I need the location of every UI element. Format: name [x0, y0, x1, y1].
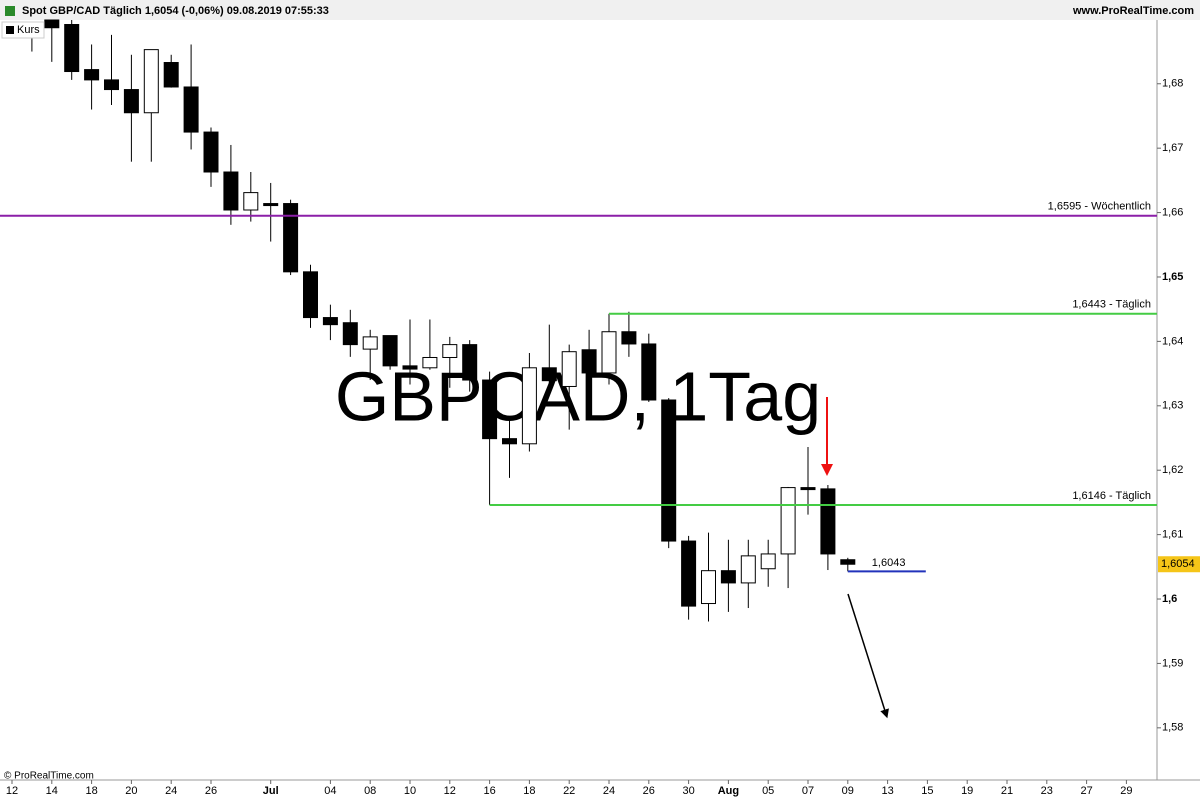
- candle-body: [283, 203, 299, 273]
- candle-body: [840, 559, 856, 565]
- candle-body: [541, 367, 557, 382]
- annotation-arrow: [847, 593, 889, 719]
- candle-body: [64, 24, 80, 73]
- candle-body: [621, 331, 637, 345]
- x-tick-label: 07: [802, 785, 814, 797]
- x-tick-label: Jul: [263, 785, 279, 797]
- candle-body: [561, 351, 577, 387]
- x-tick-label: 08: [364, 785, 376, 797]
- x-tick-label: 24: [603, 785, 615, 797]
- candle-body: [681, 540, 697, 607]
- y-tick-label: 1,59: [1162, 657, 1183, 669]
- y-tick-label: 1,68: [1162, 78, 1183, 90]
- candle-body: [820, 488, 836, 555]
- candle-body: [362, 336, 378, 350]
- x-tick-label: 21: [1001, 785, 1013, 797]
- candle-body: [601, 331, 617, 374]
- candle-body: [701, 570, 716, 605]
- x-tick-label: Aug: [718, 785, 739, 797]
- candle-body: [780, 487, 796, 555]
- level-label: 1,6146 - Täglich: [1072, 490, 1151, 502]
- candle-body: [760, 553, 776, 570]
- candle-body: [123, 89, 139, 114]
- x-tick-label: 15: [921, 785, 933, 797]
- candle-body: [402, 365, 418, 370]
- chart-title: Spot GBP/CAD Täglich 1,6054 (-0,06%) 09.…: [22, 5, 329, 17]
- y-tick-label: 1,63: [1162, 400, 1183, 412]
- y-tick-label: 1,61: [1162, 529, 1183, 541]
- level-label: 1,6595 - Wöchentlich: [1048, 201, 1151, 213]
- candle-body: [84, 69, 100, 81]
- candle-body: [502, 438, 517, 445]
- y-tick-label: 1,65: [1162, 271, 1183, 283]
- candle-body: [303, 271, 318, 319]
- x-tick-label: 18: [523, 785, 535, 797]
- y-tick-label: 1,67: [1162, 142, 1183, 154]
- candle-body: [382, 335, 398, 367]
- candle-body: [243, 192, 259, 211]
- candle-body: [104, 79, 119, 91]
- x-tick-label: 09: [842, 785, 854, 797]
- x-tick-label: 23: [1041, 785, 1053, 797]
- x-tick-label: 27: [1080, 785, 1092, 797]
- candle-body: [203, 131, 219, 173]
- x-tick-label: 13: [881, 785, 893, 797]
- candle-body: [521, 367, 537, 445]
- candle-body: [263, 203, 279, 207]
- candle-body: [44, 19, 60, 29]
- app-icon: [5, 6, 15, 16]
- candle-body: [322, 317, 338, 326]
- y-tick-label: 1,64: [1162, 335, 1183, 347]
- x-tick-label: 05: [762, 785, 774, 797]
- x-tick-label: 12: [444, 785, 456, 797]
- candle-body: [223, 171, 239, 211]
- x-tick-label: 16: [483, 785, 495, 797]
- x-tick-label: 18: [85, 785, 97, 797]
- annotation-arrow-head: [821, 464, 833, 476]
- candle-body: [163, 62, 179, 88]
- copyright: © ProRealTime.com: [4, 771, 94, 782]
- candle-body: [482, 379, 498, 440]
- y-tick-label: 1,62: [1162, 464, 1183, 476]
- x-tick-label: 19: [961, 785, 973, 797]
- y-tick-label: 1,6: [1162, 593, 1177, 605]
- level-label: 1,6043: [872, 557, 906, 569]
- x-tick-label: 20: [125, 785, 137, 797]
- x-tick-label: 30: [682, 785, 694, 797]
- x-tick-label: 29: [1120, 785, 1132, 797]
- watermark: GBPCAD, 1Tag: [335, 357, 821, 435]
- x-tick-label: 26: [205, 785, 217, 797]
- y-tick-label: 1,58: [1162, 722, 1183, 734]
- x-tick-label: 04: [324, 785, 336, 797]
- candle-body: [581, 349, 597, 374]
- legend-label: Kurs: [17, 24, 40, 36]
- candle-body: [740, 555, 756, 584]
- x-tick-label: 24: [165, 785, 177, 797]
- candle-body: [442, 344, 458, 358]
- candle-body: [342, 322, 358, 346]
- candle-body: [661, 399, 677, 542]
- candle-body: [183, 86, 199, 133]
- candle-body: [143, 49, 159, 114]
- candle-body: [462, 344, 478, 381]
- x-tick-label: 22: [563, 785, 575, 797]
- candle-body: [422, 356, 438, 369]
- site[interactable]: www.ProRealTime.com: [1072, 5, 1194, 17]
- last-price-label: 1,6054: [1161, 558, 1195, 570]
- level-label: 1,6443 - Täglich: [1072, 299, 1151, 311]
- candle-body: [800, 487, 816, 491]
- x-tick-label: 12: [6, 785, 18, 797]
- x-tick-label: 10: [404, 785, 416, 797]
- x-tick-label: 26: [643, 785, 655, 797]
- legend-swatch: [6, 26, 14, 34]
- candle-body: [641, 343, 657, 401]
- y-tick-label: 1,66: [1162, 206, 1183, 218]
- last-price-box: [1158, 556, 1200, 573]
- x-tick-label: 14: [46, 785, 58, 797]
- header-bar: [0, 0, 1200, 20]
- candle-body: [720, 570, 736, 584]
